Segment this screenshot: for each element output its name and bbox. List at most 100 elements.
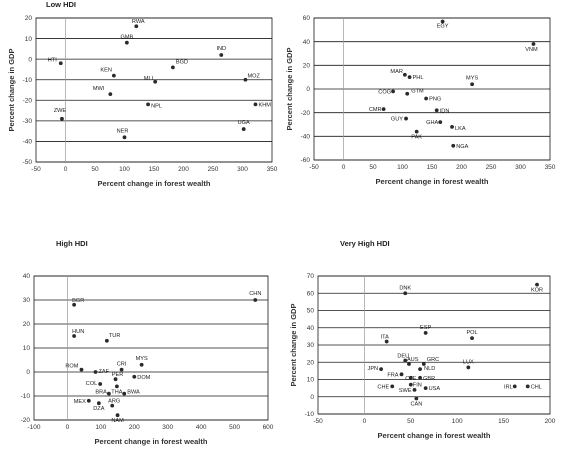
point-label: SWE — [399, 388, 412, 394]
point-label: MWI — [93, 86, 105, 92]
data-point — [525, 384, 530, 389]
point-label: MYS — [466, 75, 478, 81]
point-label: NPL — [151, 103, 162, 109]
data-point — [418, 367, 422, 372]
data-point — [440, 19, 445, 24]
data-point — [86, 398, 91, 403]
y-tick-label: 20 — [25, 15, 33, 22]
y-tick-label: 0 — [306, 86, 310, 93]
point-label: NER — [117, 128, 129, 134]
data-point — [96, 401, 101, 406]
data-point — [384, 339, 389, 344]
x-tick-label: 300 — [515, 164, 526, 171]
point-label: LUX — [463, 359, 474, 365]
data-point — [390, 384, 395, 389]
point-label: MEX — [74, 399, 86, 405]
data-point — [414, 396, 419, 401]
y-tick-label: -20 — [21, 417, 31, 424]
point-label: ITA — [381, 335, 390, 341]
data-point — [512, 384, 517, 389]
data-point — [470, 336, 474, 340]
y-tick-label: 20 — [307, 359, 315, 366]
x-tick-label: 200 — [456, 164, 467, 171]
x-tick-label: 250 — [208, 166, 219, 173]
point-label: FIN — [413, 383, 422, 389]
y-tick-label: 60 — [303, 15, 311, 22]
point-label: UGA — [238, 120, 250, 126]
x-tick-label: 0 — [64, 166, 68, 173]
y-tick-label: 70 — [307, 273, 315, 280]
x-tick-label: 300 — [237, 166, 248, 173]
data-point — [403, 358, 408, 363]
plot-frame — [317, 275, 551, 415]
data-point — [423, 386, 428, 391]
point-label: ARG — [108, 399, 120, 405]
point-label: IDN — [440, 108, 450, 114]
data-point — [108, 92, 113, 97]
plot-frame — [313, 17, 551, 161]
x-tick-label: 100 — [95, 424, 106, 431]
point-label: COG — [378, 89, 391, 95]
x-tick-label: 350 — [545, 164, 556, 171]
point-label: AUS — [407, 357, 419, 363]
data-point — [531, 42, 536, 46]
point-label: PHL — [413, 75, 424, 81]
data-point — [379, 367, 384, 372]
point-label: KEN — [100, 68, 112, 74]
data-point — [423, 331, 428, 335]
data-point — [170, 65, 175, 70]
point-label: HUN — [72, 329, 84, 335]
x-tick-label: 600 — [263, 424, 274, 431]
x-tick-label: -100 — [27, 424, 40, 431]
point-label: MAR — [390, 69, 402, 75]
x-tick-label: 150 — [498, 418, 509, 425]
y-tick-label: 10 — [307, 377, 315, 384]
y-tick-label: -20 — [301, 110, 311, 117]
data-point — [412, 387, 417, 392]
data-point — [124, 40, 129, 45]
data-point — [535, 282, 539, 287]
x-tick-label: 350 — [267, 166, 278, 173]
data-point — [424, 96, 428, 101]
y-tick-label: 10 — [23, 345, 31, 352]
point-label: MOZ — [247, 74, 260, 80]
x-tick-label: 150 — [149, 166, 160, 173]
data-point — [451, 143, 456, 148]
point-label: THA — [111, 389, 122, 395]
point-label: CRI — [117, 362, 127, 368]
data-point — [122, 391, 127, 396]
y-axis-label: Percent change in GDP — [285, 48, 294, 131]
x-tick-label: 100 — [119, 166, 130, 173]
point-label: LKA — [455, 126, 466, 132]
point-label: DOM — [137, 375, 150, 381]
plot-frame — [33, 275, 269, 421]
y-tick-label: -20 — [23, 97, 33, 104]
point-label: BGD — [176, 59, 188, 65]
y-tick-label: -60 — [301, 157, 311, 164]
x-tick-label: -50 — [309, 164, 319, 171]
y-tick-label: 30 — [23, 297, 31, 304]
y-tick-label: 0 — [310, 394, 314, 401]
data-point — [391, 89, 395, 94]
point-label: FRA — [387, 372, 398, 378]
point-label: ZWE — [54, 108, 67, 114]
point-label: PER — [112, 372, 124, 378]
point-label: GUY — [391, 117, 403, 123]
point-label: COL — [86, 381, 98, 387]
x-tick-label: 50 — [407, 418, 415, 425]
panel-title: High HDI — [56, 239, 88, 248]
x-tick-label: 300 — [162, 424, 173, 431]
data-point — [72, 302, 77, 307]
y-tick-label: -40 — [23, 139, 33, 146]
x-tick-label: 250 — [486, 164, 497, 171]
point-label: DZA — [93, 406, 104, 412]
point-label: ZAF — [99, 369, 110, 375]
y-tick-label: 0 — [26, 369, 30, 376]
data-point — [434, 108, 439, 113]
point-label: IND — [216, 46, 226, 52]
point-label: NGA — [456, 144, 468, 150]
data-point — [243, 77, 248, 82]
point-label: KOR — [531, 288, 543, 294]
y-axis-label: Percent change in GDP — [289, 304, 298, 387]
data-point — [115, 384, 119, 389]
